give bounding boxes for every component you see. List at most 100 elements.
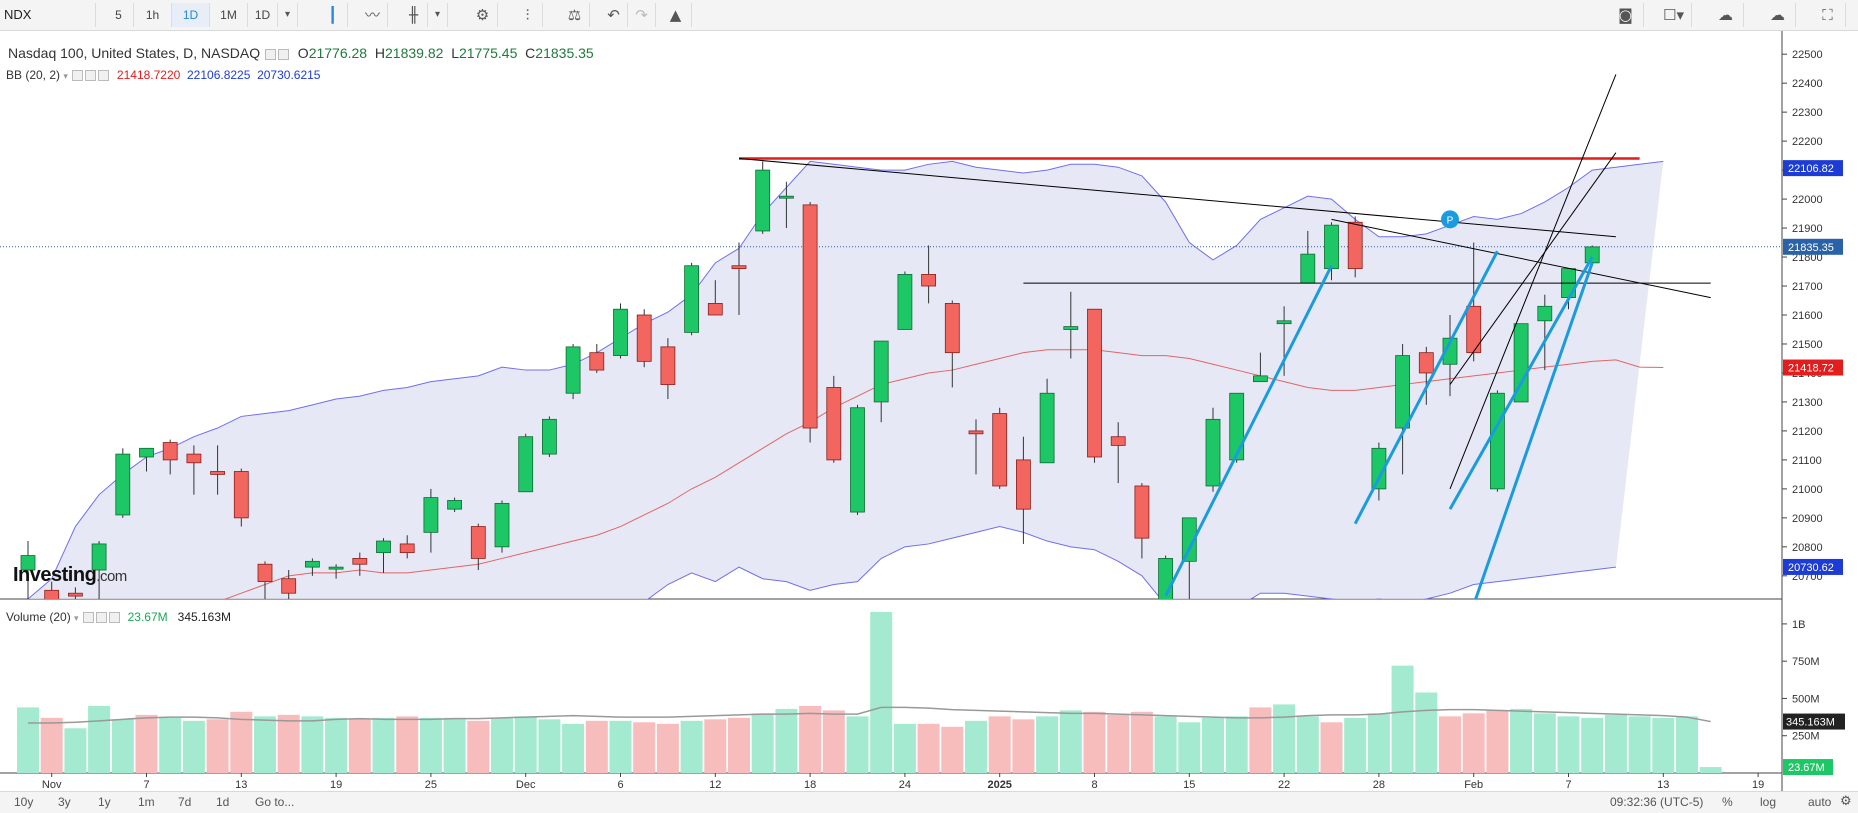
low-value: 21775.45 xyxy=(458,45,518,61)
range-1y[interactable]: 1y xyxy=(98,795,111,809)
line-chart-icon[interactable]: 〰 xyxy=(358,3,388,27)
indicators-icon[interactable]: ⫶ xyxy=(513,3,543,27)
top-toolbar: NDX 5 1h 1D 1M 1D ▾ ┃ 〰 ╫ ▾ ⚙ ⫶ ⚖ ↶ ↷ ▲ … xyxy=(0,0,1858,31)
volume-bar xyxy=(1510,708,1533,773)
chevron-down-icon[interactable]: ▾ xyxy=(74,614,79,624)
visibility-icon[interactable] xyxy=(72,70,84,82)
symbol-input[interactable]: NDX xyxy=(4,3,96,27)
candle-body xyxy=(91,543,107,571)
candle-body xyxy=(399,543,415,554)
undo-icon[interactable]: ↶ xyxy=(600,3,628,27)
volume-bar xyxy=(941,726,964,773)
time-readout: 09:32:36 (UTC-5) xyxy=(1610,795,1704,809)
close-value: 21835.35 xyxy=(535,45,594,61)
chevron-down-icon[interactable]: ▾ xyxy=(278,3,298,27)
candle-body xyxy=(660,346,676,385)
settings-icon[interactable] xyxy=(95,612,107,624)
candle-body xyxy=(139,447,154,458)
candle-body xyxy=(897,274,913,330)
y-tick-label: 22200 xyxy=(1792,136,1823,148)
bars-icon[interactable]: ╫ xyxy=(400,3,428,27)
settings-icon[interactable] xyxy=(85,70,97,82)
candle-body xyxy=(1513,323,1529,403)
gear-icon[interactable]: ⚙ xyxy=(1840,794,1852,809)
interval-1h[interactable]: 1h xyxy=(134,3,172,27)
price-badge-label: 21835.35 xyxy=(1788,242,1834,254)
drawing-blue-1 xyxy=(1164,265,1333,597)
range-10y[interactable]: 10y xyxy=(14,795,34,809)
volume-bar xyxy=(1699,767,1722,773)
fullscreen-icon[interactable]: ⛶ xyxy=(1810,3,1846,27)
settings-icon[interactable] xyxy=(278,48,290,60)
volume-bar xyxy=(1202,717,1224,773)
volume-value: 23.67M xyxy=(127,610,168,624)
compare-icon[interactable]: ⚖ xyxy=(560,3,590,27)
price-badge xyxy=(1783,359,1843,376)
x-tick-label: Dec xyxy=(516,779,536,791)
volume-bar xyxy=(1249,707,1272,773)
high-value: 21839.82 xyxy=(385,45,444,61)
volume-bar xyxy=(965,720,987,773)
volume-bar xyxy=(88,705,111,773)
x-tick-label: 13 xyxy=(1657,779,1669,791)
vol-y-tick-label: 1B xyxy=(1792,619,1805,631)
x-tick-label: 19 xyxy=(1752,779,1764,791)
interval-1d[interactable]: 1D xyxy=(172,3,210,27)
bb-upper-value: 22106.8225 xyxy=(187,68,251,82)
volume-bar xyxy=(1628,716,1651,773)
x-tick-label: 25 xyxy=(425,779,437,791)
price-chart[interactable]: P207002080020900210002110021200213002140… xyxy=(0,31,1858,791)
open-label: O xyxy=(297,45,309,61)
alert-icon[interactable]: ▲ xyxy=(660,3,692,27)
range-3y[interactable]: 3y xyxy=(58,795,71,809)
volume-bar xyxy=(538,719,561,773)
volume-bar xyxy=(751,713,774,773)
close-icon[interactable] xyxy=(108,612,120,624)
auto-toggle[interactable]: auto xyxy=(1808,795,1832,809)
y-tick-label: 22000 xyxy=(1792,194,1823,206)
drawing-channel-1 xyxy=(1449,74,1617,490)
x-tick-label: 13 xyxy=(235,779,247,791)
chevron-down-icon[interactable]: ▾ xyxy=(428,3,448,27)
percent-toggle[interactable]: % xyxy=(1722,795,1733,809)
candles-icon[interactable]: ┃ xyxy=(318,3,348,27)
candle-body xyxy=(802,204,818,429)
candle-body xyxy=(1490,392,1505,490)
range-1d[interactable]: 1d xyxy=(216,795,230,809)
log-toggle[interactable]: log xyxy=(1760,795,1777,809)
main-pane: P xyxy=(0,74,1782,599)
range-7d[interactable]: 7d xyxy=(178,795,192,809)
visibility-icon[interactable] xyxy=(82,612,94,624)
volume-bar xyxy=(301,716,324,773)
volume-bar xyxy=(1273,704,1296,773)
volume-bar xyxy=(1581,717,1604,773)
bottom-toolbar: 10y 3y 1y 1m 7d 1d Go to... 09:32:36 (UT… xyxy=(0,791,1858,813)
volume-bar xyxy=(443,717,466,773)
gear-icon[interactable]: ⚙ xyxy=(468,3,498,27)
volume-bar xyxy=(491,717,513,773)
volume-bar xyxy=(1296,716,1319,773)
redo-icon[interactable]: ↷ xyxy=(628,3,656,27)
y-tick-label: 21100 xyxy=(1792,455,1822,467)
candle-body xyxy=(542,418,557,455)
volume-bar xyxy=(325,717,348,773)
volume-bar xyxy=(680,720,703,773)
interval-1m[interactable]: 1M xyxy=(210,3,248,27)
high-label: H xyxy=(374,45,385,61)
volume-bar xyxy=(254,716,276,773)
chevron-down-icon[interactable]: ▾ xyxy=(63,72,68,82)
cloud-save-icon[interactable]: ☁ xyxy=(1760,3,1796,27)
goto-button[interactable]: Go to... xyxy=(255,795,295,809)
layout-icon[interactable]: ☐▾ xyxy=(1656,3,1692,27)
volume-bar xyxy=(135,714,158,773)
interval-select[interactable]: 1D xyxy=(248,3,278,27)
close-icon[interactable] xyxy=(98,70,110,82)
chart-title: Nasdaq 100, United States, D, NASDAQ xyxy=(8,45,261,61)
volume-bar xyxy=(1486,710,1509,773)
camera-icon[interactable]: ◙ xyxy=(1608,3,1644,27)
interval-5[interactable]: 5 xyxy=(104,3,134,27)
visibility-icon[interactable] xyxy=(265,48,277,60)
volume-bar xyxy=(159,717,182,773)
cloud-load-icon[interactable]: ☁ xyxy=(1708,3,1744,27)
range-1m[interactable]: 1m xyxy=(138,795,155,809)
